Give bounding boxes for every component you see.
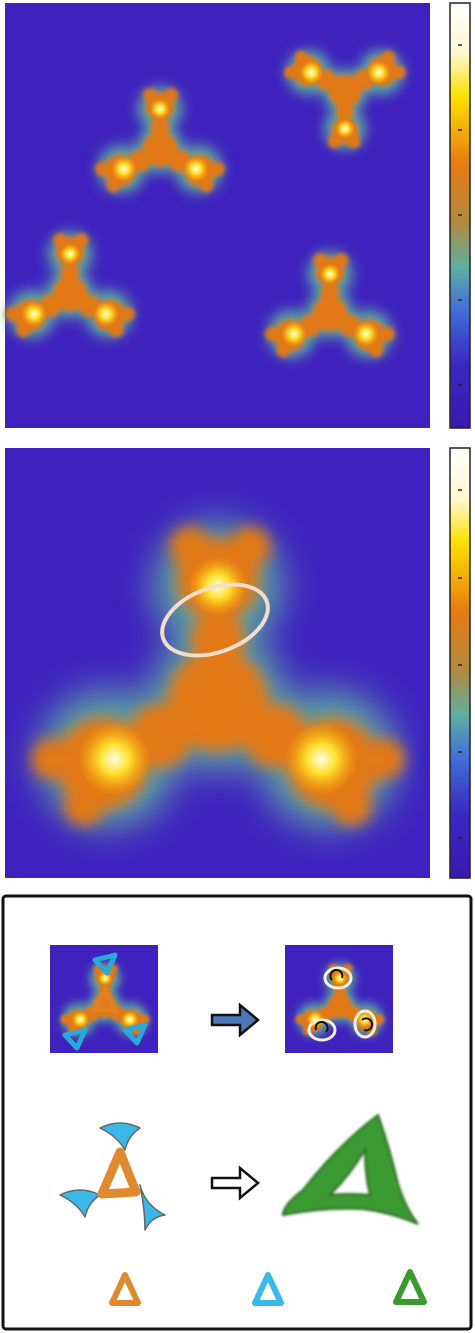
legend-icon-merged: [393, 1269, 427, 1305]
model-merged: [281, 1113, 419, 1225]
color-bar-ticks: [458, 44, 462, 386]
color-bar-ticks: [458, 489, 462, 839]
arrow: [210, 1002, 260, 1038]
overlay-units: [62, 952, 148, 1051]
highlight-ellipse: [160, 582, 270, 658]
model-assembly: [59, 1122, 166, 1231]
rotation-arrows: [314, 968, 374, 1033]
legend-icon-unit: [252, 1272, 284, 1306]
overlay-core: [90, 984, 120, 1013]
rotation-circles: [307, 966, 377, 1042]
legend-icon-core: [109, 1272, 141, 1306]
color-bar: [449, 447, 471, 879]
arrow: [210, 1165, 260, 1201]
